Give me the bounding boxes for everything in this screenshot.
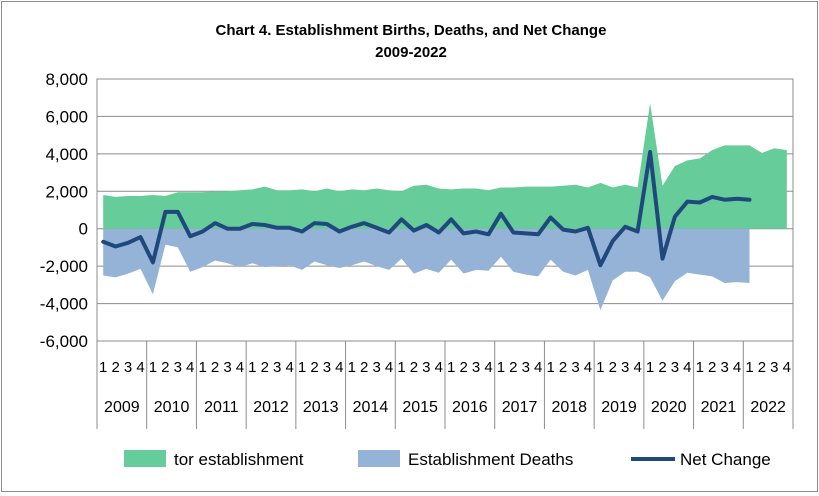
y-tick-label: 0	[79, 220, 88, 239]
area-series	[103, 103, 787, 229]
x-year-label: 2018	[551, 399, 587, 416]
plot-area	[101, 103, 787, 311]
x-tick-label: 3	[174, 359, 182, 376]
x-tick-label: 4	[186, 359, 194, 376]
x-tick-label: 2	[410, 359, 418, 376]
x-tick-label: 1	[298, 359, 306, 376]
x-tick-label: 4	[285, 359, 293, 376]
x-tick-label: 2	[559, 359, 567, 376]
x-tick-label: 4	[683, 359, 691, 376]
x-tick-label: 4	[335, 359, 343, 376]
x-tick-label: 1	[745, 359, 753, 376]
x-tick-label: 4	[733, 359, 741, 376]
legend-label: Net Change	[680, 450, 771, 469]
x-year-label: 2011	[204, 399, 239, 416]
x-tick-label: 1	[596, 359, 604, 376]
x-tick-label: 2	[708, 359, 716, 376]
x-tick-label: 2	[261, 359, 269, 376]
x-tick-label: 1	[397, 359, 405, 376]
x-tick-label: 2	[111, 359, 119, 376]
area-series	[103, 228, 750, 311]
chart-subtitle: 2009-2022	[375, 44, 447, 61]
x-tick-label: 3	[522, 359, 530, 376]
x-tick-label: 2	[161, 359, 169, 376]
x-tick-label: 4	[435, 359, 443, 376]
x-tick-label: 4	[484, 359, 492, 376]
line-series	[101, 150, 752, 268]
x-tick-label: 4	[136, 359, 144, 376]
x-tick-label: 3	[621, 359, 629, 376]
x-tick-label: 1	[149, 359, 157, 376]
x-tick-label: 3	[671, 359, 679, 376]
x-tick-label: 2	[509, 359, 517, 376]
x-tick-label: 4	[584, 359, 592, 376]
x-year-label: 2009	[104, 399, 140, 416]
y-tick-label: -4,000	[40, 295, 88, 314]
x-tick-label: 4	[633, 359, 641, 376]
x-tick-label: 1	[248, 359, 256, 376]
x-tick-label: 2	[658, 359, 666, 376]
x-year-label: 2022	[750, 399, 786, 416]
y-tick-label: 6,000	[45, 107, 88, 126]
legend: tor establishment Establishment Deaths Net…	[124, 450, 771, 469]
x-tick-label: 3	[372, 359, 380, 376]
x-tick-label: 4	[236, 359, 244, 376]
x-tick-label: 2	[609, 359, 617, 376]
y-tick-label: 2,000	[45, 182, 88, 201]
legend-label: Establishment Deaths	[408, 450, 573, 469]
x-tick-label: 3	[472, 359, 480, 376]
x-tick-label: 4	[385, 359, 393, 376]
x-tick-label: 3	[323, 359, 331, 376]
x-tick-label: 1	[447, 359, 455, 376]
legend-label: tor establishment	[174, 450, 304, 469]
x-tick-label: 3	[422, 359, 430, 376]
legend-swatch	[358, 450, 400, 467]
x-year-label: 2010	[154, 399, 190, 416]
y-tick-label: 8,000	[45, 70, 88, 89]
x-tick-label: 4	[534, 359, 542, 376]
x-year-label: 2020	[651, 399, 687, 416]
x-tick-label: 1	[646, 359, 654, 376]
x-year-label: 2013	[303, 399, 339, 416]
x-tick-label: 2	[459, 359, 467, 376]
x-year-label: 2015	[402, 399, 438, 416]
x-tick-label: 4	[783, 359, 791, 376]
x-year-label: 2017	[502, 399, 538, 416]
x-year-label: 2021	[701, 399, 737, 416]
x-year-label: 2019	[601, 399, 637, 416]
x-tick-label: 3	[223, 359, 231, 376]
x-tick-label: 1	[99, 359, 107, 376]
x-tick-label: 3	[770, 359, 778, 376]
x-tick-label: 2	[211, 359, 219, 376]
x-year-label: 2014	[353, 399, 389, 416]
x-tick-label: 3	[571, 359, 579, 376]
x-tick-label: 2	[758, 359, 766, 376]
x-tick-label: 1	[696, 359, 704, 376]
x-tick-label: 3	[720, 359, 728, 376]
x-tick-label: 1	[497, 359, 505, 376]
x-tick-label: 2	[360, 359, 368, 376]
x-tick-label: 1	[546, 359, 554, 376]
legend-swatch	[124, 450, 166, 467]
y-tick-label: 4,000	[45, 145, 88, 164]
y-tick-label: -6,000	[40, 332, 88, 351]
x-tick-label: 1	[198, 359, 206, 376]
y-tick-label: -2,000	[40, 257, 88, 276]
x-tick-label: 3	[273, 359, 281, 376]
x-year-label: 2012	[253, 399, 289, 416]
x-tick-label: 2	[310, 359, 318, 376]
x-year-label: 2016	[452, 399, 488, 416]
x-tick-label: 1	[348, 359, 356, 376]
x-tick-label: 3	[124, 359, 132, 376]
chart-title: Chart 4. Establishment Births, Deaths, a…	[216, 22, 607, 39]
y-axis: -6,000 -4,000 -2,000 0 2,000 4,000 6,000 8,000	[40, 70, 88, 351]
